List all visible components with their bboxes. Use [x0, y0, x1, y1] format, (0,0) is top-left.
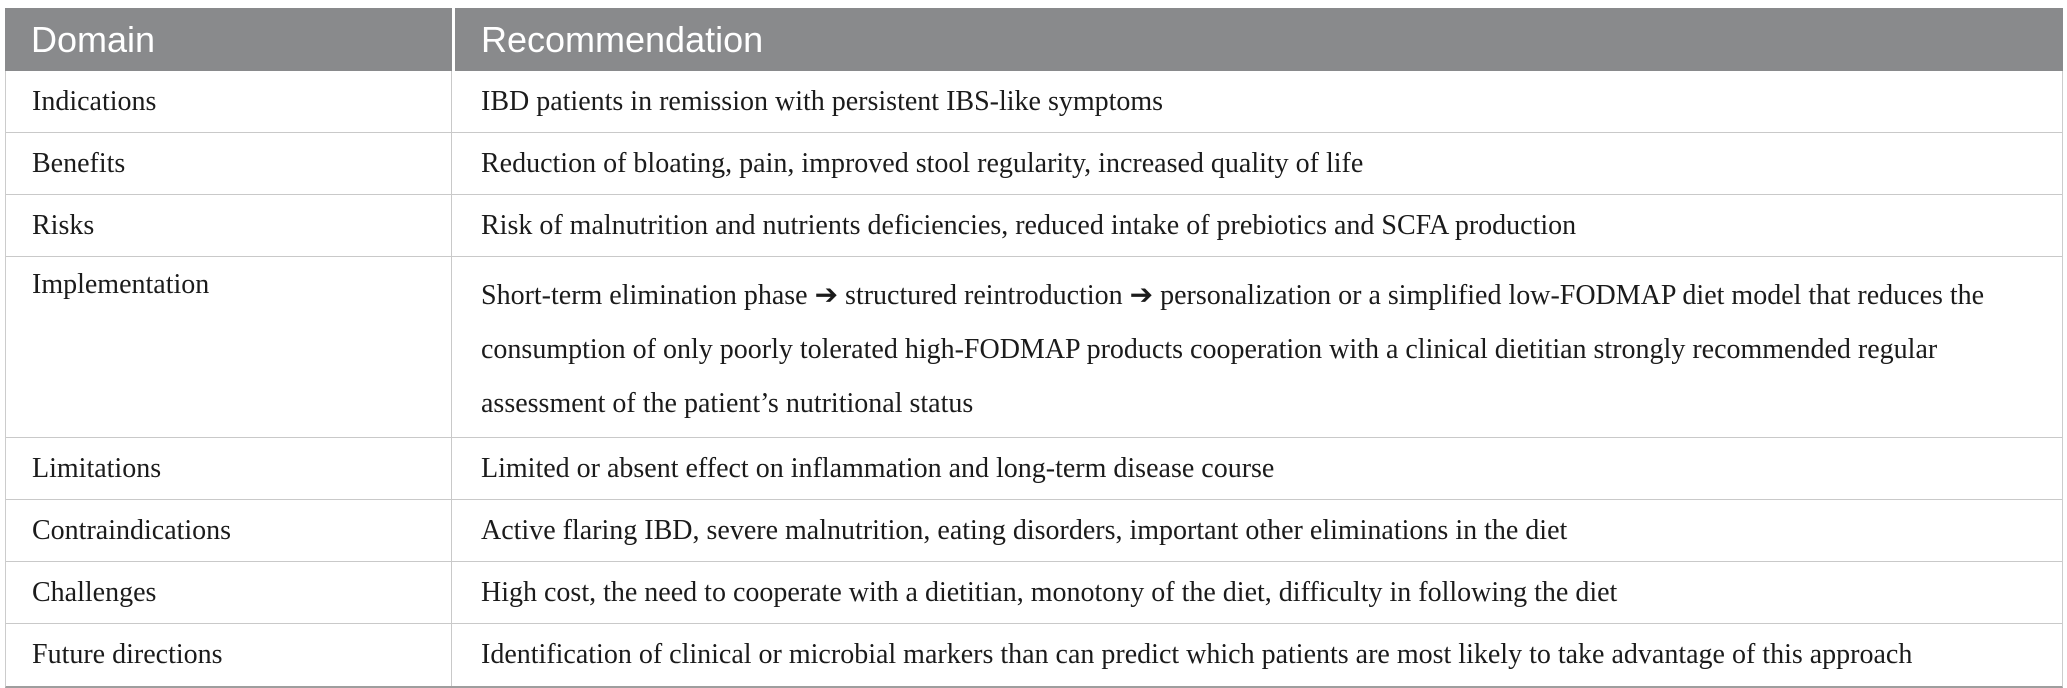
recommendation-table: Domain Recommendation Indications IBD pa…	[5, 8, 2063, 688]
recommendation-cell: High cost, the need to cooperate with a …	[481, 576, 1618, 608]
table-row: Risks Risk of malnutrition and nutrients…	[6, 195, 2062, 257]
header-cell-recommendation: Recommendation	[455, 8, 2063, 71]
domain-cell: Indications	[6, 71, 452, 132]
domain-cell: Implementation	[6, 257, 452, 437]
recommendation-cell: Risk of malnutrition and nutrients defic…	[481, 209, 1577, 241]
recommendation-cell: Active flaring IBD, severe malnutrition,…	[481, 514, 1568, 546]
recommendation-cell: Identification of clinical or microbial …	[481, 639, 1913, 670]
recommendation-cell: Short-term elimination phase ➔ structure…	[481, 280, 1985, 419]
domain-cell: Risks	[6, 195, 452, 256]
header-cell-domain: Domain	[5, 8, 452, 71]
recommendation-cell: Limited or absent effect on inflammation…	[481, 452, 1275, 484]
table-row: Benefits Reduction of bloating, pain, im…	[6, 133, 2062, 195]
table-row: Implementation Short-term elimination ph…	[6, 257, 2062, 438]
table-row: Indications IBD patients in remission wi…	[6, 71, 2062, 133]
recommendation-cell: Reduction of bloating, pain, improved st…	[481, 147, 1364, 179]
table-row: Future directions Identification of clin…	[6, 624, 2062, 686]
domain-cell: Benefits	[6, 133, 452, 194]
table-row: Contraindications Active flaring IBD, se…	[6, 500, 2062, 562]
recommendation-cell: IBD patients in remission with persisten…	[481, 85, 1164, 117]
domain-cell: Contraindications	[6, 500, 452, 561]
table-header-row: Domain Recommendation	[5, 8, 2063, 71]
domain-cell: Challenges	[6, 562, 452, 623]
domain-cell: Limitations	[6, 438, 452, 499]
table-row: Challenges High cost, the need to cooper…	[6, 562, 2062, 624]
table-row: Limitations Limited or absent effect on …	[6, 438, 2062, 500]
domain-cell: Future directions	[6, 624, 452, 686]
